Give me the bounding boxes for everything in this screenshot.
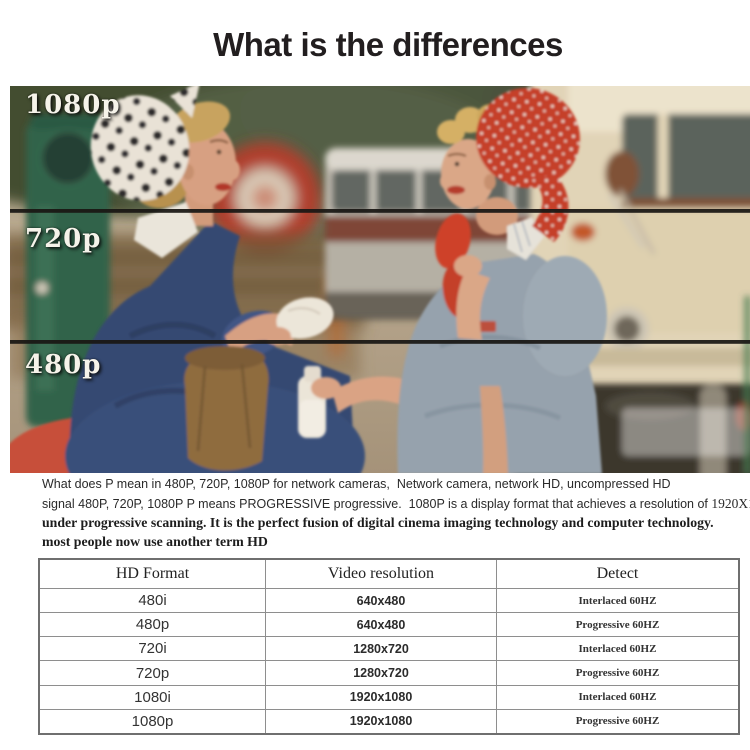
- cell-resolution-720p: 1280x720: [265, 660, 496, 685]
- cell-detect-480p: Progressive 60HZ: [496, 612, 738, 637]
- cell-format-480i: 480i: [40, 588, 265, 612]
- cell-resolution-1080i: 1920x1080: [265, 684, 496, 709]
- divider-line-1080-720: [10, 209, 750, 213]
- cell-format-480p: 480p: [40, 612, 265, 636]
- cell-format-1080i: 1080i: [40, 684, 265, 709]
- resolution-divider-lines: [10, 209, 750, 344]
- left-woman: [10, 86, 365, 473]
- description-line-2: signal 480P, 720P, 1080P P means PROGRES…: [42, 494, 750, 514]
- resolution-table: HD Format Video resolution Detect 480i 6…: [38, 558, 740, 735]
- description-line-1: What does P mean in 480P, 720P, 1080P fo…: [42, 477, 671, 491]
- description-paragraph: What does P mean in 480P, 720P, 1080P fo…: [42, 475, 750, 551]
- cell-detect-1080p: Progressive 60HZ: [496, 708, 738, 733]
- table-header-hd-format: HD Format: [115, 565, 190, 582]
- description-line-3: under progressive scanning. It is the pe…: [42, 515, 714, 530]
- table-header-video-resolution: Video resolution: [265, 560, 496, 588]
- cell-resolution-1080p: 1920x1080: [265, 708, 496, 733]
- photo-label-1080p: 1080p: [25, 90, 121, 120]
- cell-resolution-720i: 1280x720: [265, 636, 496, 661]
- sepia-overlay: [10, 86, 750, 473]
- cell-detect-480i: Interlaced 60HZ: [496, 588, 738, 613]
- description-line-4: most people now use another term HD: [42, 533, 268, 549]
- photo-illustration: [10, 86, 750, 473]
- cell-detect-720i: Interlaced 60HZ: [496, 636, 738, 661]
- photo-label-480p: 480p: [25, 350, 102, 380]
- cell-resolution-480p: 640x480: [265, 612, 496, 637]
- cell-detect-1080i: Interlaced 60HZ: [496, 684, 738, 709]
- right-woman: [397, 87, 607, 473]
- resolution-comparison-photo: 1080p 720p 480p: [10, 86, 750, 473]
- cell-format-720p: 720p: [40, 660, 265, 684]
- photo-label-720p: 720p: [25, 224, 102, 254]
- page-title: What is the differences: [213, 26, 563, 63]
- cell-format-720i: 720i: [40, 636, 265, 660]
- description-line-2-resolution: 1920X1080: [711, 496, 750, 511]
- divider-line-720-480: [10, 340, 750, 344]
- description-line-2-sans: signal 480P, 720P, 1080P P means PROGRES…: [42, 497, 712, 511]
- cell-detect-720p: Progressive 60HZ: [496, 660, 738, 685]
- table-header-detect: Detect: [496, 560, 738, 588]
- milk-bottle-and-hand: [298, 366, 415, 438]
- cell-resolution-480i: 640x480: [265, 588, 496, 613]
- cell-format-1080p: 1080p: [40, 708, 265, 733]
